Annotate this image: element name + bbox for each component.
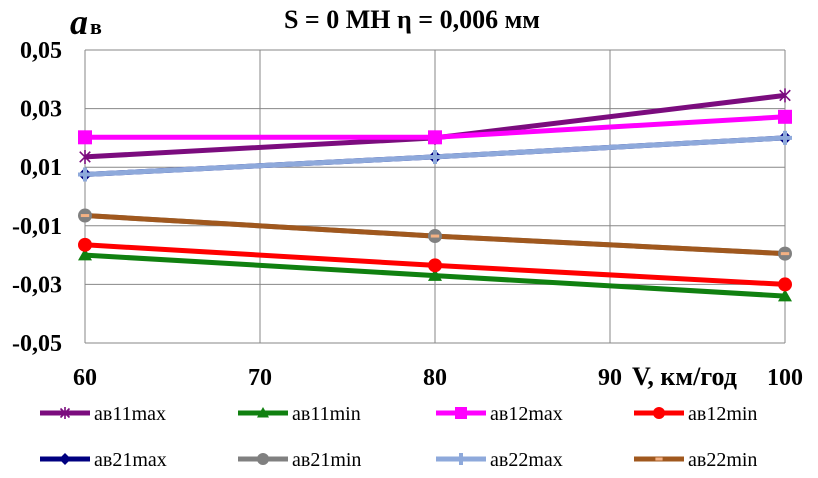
x-tick-label: 60 <box>73 365 97 391</box>
gridlines <box>84 49 786 344</box>
data-point <box>79 149 91 164</box>
data-point <box>428 130 442 145</box>
legend-label: ав22max <box>490 449 563 471</box>
data-point <box>257 453 269 465</box>
y-tick-label: -0,01 <box>12 214 62 240</box>
data-point <box>778 277 792 292</box>
legend-label: ав21max <box>94 449 167 471</box>
data-point <box>59 453 71 465</box>
data-point <box>455 453 467 465</box>
data-point <box>430 234 440 238</box>
legend-label: ав12max <box>490 403 563 425</box>
x-tick-label: 70 <box>248 365 272 391</box>
x-axis-ticks: 60 70 80 90 100 <box>73 365 803 391</box>
data-point <box>778 109 792 124</box>
x-axis-label: V, км/год <box>632 362 737 391</box>
series-markers <box>78 88 792 302</box>
data-point <box>653 407 665 419</box>
data-point <box>428 258 442 273</box>
legend-item: ав11min <box>238 403 361 425</box>
data-point <box>78 237 92 252</box>
data-point <box>779 88 791 103</box>
data-point <box>78 130 92 145</box>
data-point <box>78 248 92 261</box>
legend-item: ав22min <box>634 449 757 471</box>
legend-label: ав11max <box>94 403 166 425</box>
legend-item: ав12max <box>436 403 563 425</box>
y-tick-label: 0,05 <box>20 38 62 64</box>
legend-item: ав12min <box>634 403 757 425</box>
y-axis-ticks: 0,05 0,03 0,01 -0,01 -0,03 -0,05 <box>12 38 62 357</box>
y-axis-label: aв <box>70 2 102 42</box>
data-point <box>455 407 467 419</box>
x-tick-label: 100 <box>767 365 803 391</box>
data-point <box>428 268 442 281</box>
data-point <box>778 130 792 145</box>
legend-label: ав12min <box>688 403 757 425</box>
legend-item: ав21max <box>40 449 167 471</box>
data-point <box>80 214 90 218</box>
y-tick-label: 0,03 <box>20 97 62 123</box>
y-tick-label: 0,01 <box>20 155 62 181</box>
legend-item: ав21min <box>238 449 361 471</box>
legend-label: ав11min <box>292 403 361 425</box>
data-point <box>257 407 269 418</box>
legend-item: ав11max <box>40 403 166 425</box>
y-tick-label: -0,05 <box>12 331 62 357</box>
data-point <box>59 407 71 419</box>
legend-label: ав22min <box>688 449 757 471</box>
x-tick-label: 90 <box>598 365 622 391</box>
chart-title: S = 0 МН η = 0,006 мм <box>284 5 540 34</box>
data-point <box>778 289 792 302</box>
data-point <box>78 167 92 182</box>
y-tick-label: -0,03 <box>12 272 62 298</box>
data-point <box>655 457 663 461</box>
data-point <box>780 252 790 256</box>
legend-label: ав21min <box>292 449 361 471</box>
data-point <box>428 149 442 164</box>
x-tick-label: 80 <box>423 365 447 391</box>
legend: ав11max ав11min ав12max ав12min ав21max ав21m… <box>40 403 757 471</box>
legend-item: ав22max <box>436 449 563 471</box>
